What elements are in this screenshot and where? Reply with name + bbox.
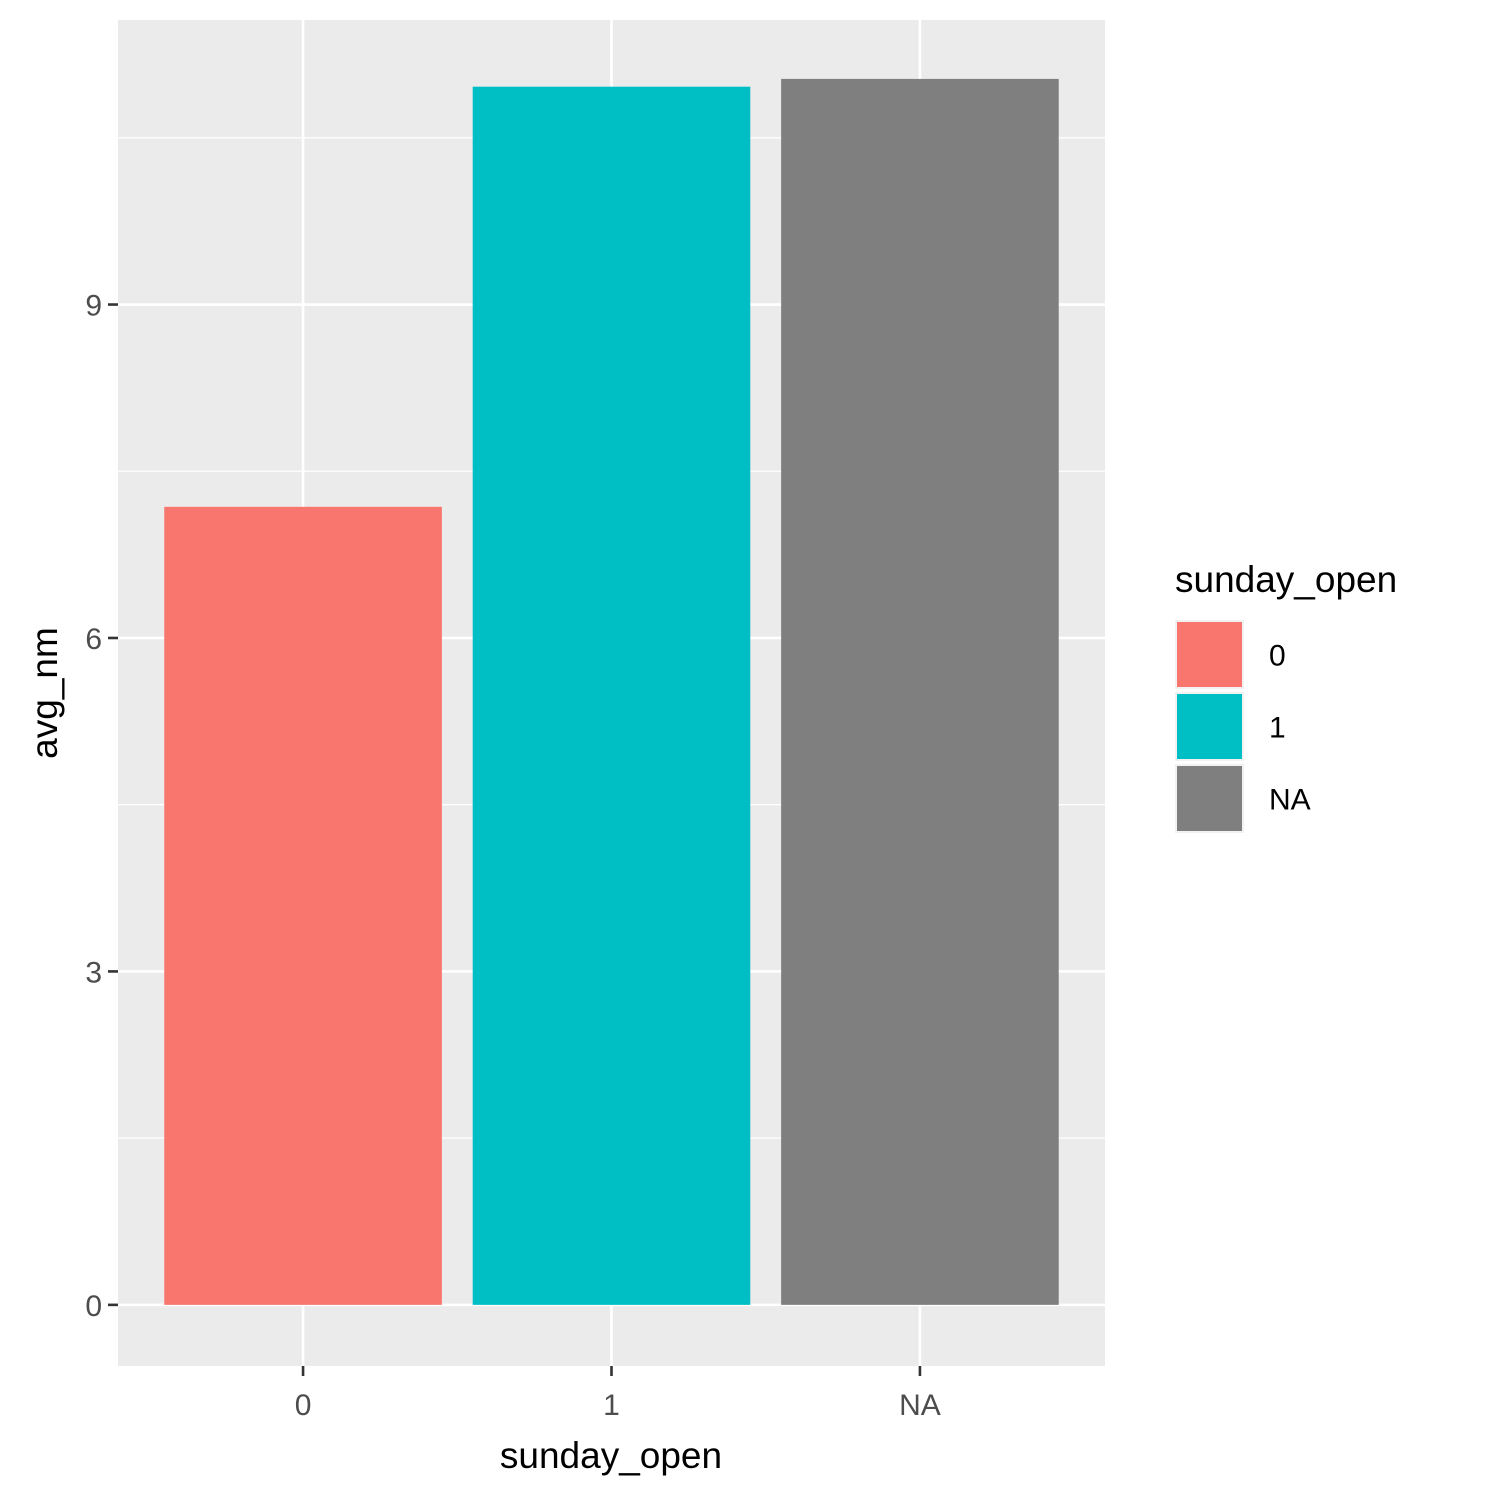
x-axis: 0 1 NA: [295, 1366, 941, 1422]
legend-label-NA: NA: [1269, 784, 1311, 817]
legend-title: sunday_open: [1175, 559, 1397, 600]
y-tick-label: 3: [85, 956, 102, 989]
y-tick-label: 9: [85, 290, 102, 323]
legend-label-0: 0: [1269, 640, 1286, 673]
bar-0: [164, 506, 442, 1305]
bars: [164, 78, 1059, 1305]
legend-swatch-NA: [1177, 766, 1242, 831]
y-axis: 0 3 6 9: [85, 290, 118, 1323]
x-tick-label: 0: [295, 1389, 312, 1422]
y-tick-label: 6: [85, 623, 102, 656]
y-tick-label: 0: [85, 1290, 102, 1323]
legend-label-1: 1: [1269, 712, 1286, 745]
legend-entries: 0 1 NA: [1175, 620, 1311, 833]
legend: sunday_open 0 1 NA: [1175, 559, 1397, 833]
x-tick-label: 1: [603, 1389, 620, 1422]
bar-1: [472, 86, 751, 1305]
bar-NA: [781, 78, 1059, 1305]
x-axis-title: sunday_open: [500, 1435, 722, 1476]
x-tick-label: NA: [899, 1389, 941, 1422]
y-axis-title: avg_nm: [24, 627, 65, 759]
legend-swatch-0: [1177, 622, 1242, 687]
legend-swatch-1: [1177, 694, 1242, 759]
